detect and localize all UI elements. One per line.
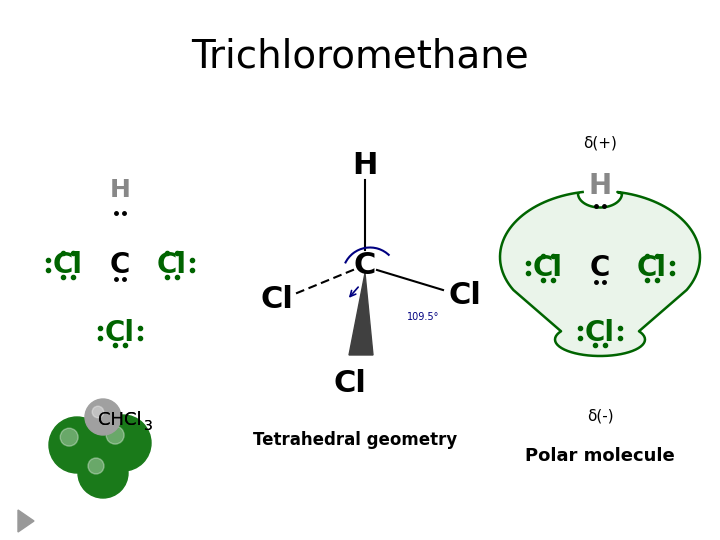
Text: C: C — [354, 251, 376, 280]
Text: 3: 3 — [144, 419, 153, 433]
Text: 109.5°: 109.5° — [407, 312, 439, 322]
Text: Cl: Cl — [333, 368, 366, 397]
Circle shape — [49, 417, 105, 473]
Polygon shape — [18, 510, 34, 532]
Text: Cl: Cl — [449, 280, 482, 309]
Text: δ(-): δ(-) — [587, 408, 613, 423]
Text: Tetrahedral geometry: Tetrahedral geometry — [253, 431, 457, 449]
Text: C: C — [590, 254, 610, 282]
Text: Cl: Cl — [53, 251, 83, 279]
Polygon shape — [500, 192, 700, 356]
Text: Cl: Cl — [533, 254, 563, 282]
Circle shape — [60, 428, 78, 446]
Text: Cl: Cl — [637, 254, 667, 282]
Text: Cl: Cl — [157, 251, 187, 279]
Text: Cl: Cl — [585, 319, 615, 347]
Circle shape — [107, 426, 124, 444]
Text: H: H — [588, 172, 611, 200]
Polygon shape — [349, 273, 373, 355]
Circle shape — [92, 406, 104, 418]
Text: 3: 3 — [144, 419, 153, 433]
Circle shape — [78, 448, 128, 498]
Text: Polar molecule: Polar molecule — [525, 447, 675, 465]
Text: H: H — [109, 178, 130, 202]
Text: Trichloromethane: Trichloromethane — [191, 38, 529, 76]
Text: Cl: Cl — [105, 319, 135, 347]
Text: CHCl: CHCl — [98, 411, 142, 429]
Text: Cl: Cl — [261, 286, 294, 314]
Text: H: H — [352, 151, 378, 179]
Text: C: C — [110, 251, 130, 279]
Circle shape — [88, 458, 104, 474]
Text: δ(+): δ(+) — [583, 136, 617, 151]
Circle shape — [85, 399, 121, 435]
Circle shape — [95, 415, 151, 471]
Text: CHCl: CHCl — [98, 411, 142, 429]
